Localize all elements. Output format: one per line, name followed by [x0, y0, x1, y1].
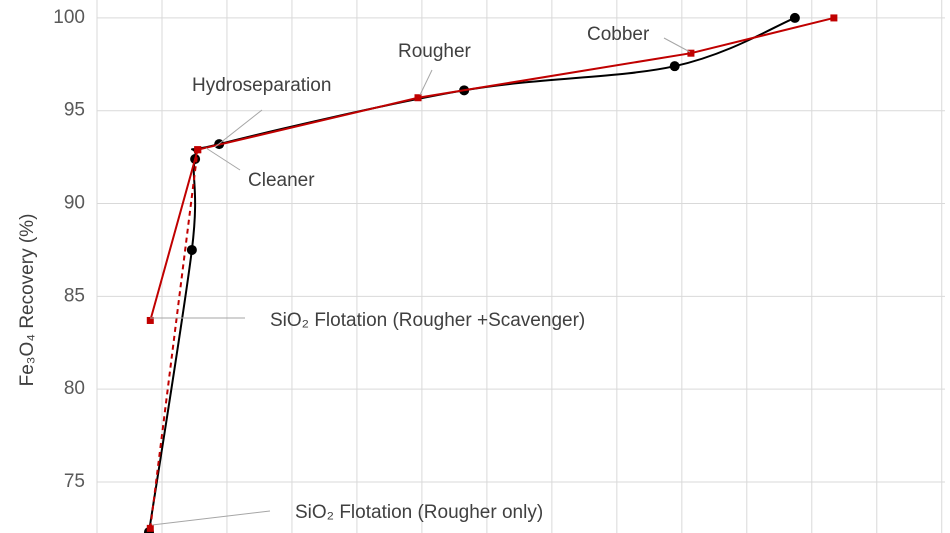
leader-line: [214, 109, 263, 148]
point-marker: [669, 61, 680, 72]
y-tick-label: 75: [64, 471, 85, 492]
leader-line: [205, 147, 241, 171]
annotation: Rougher: [398, 41, 472, 62]
point-marker: [414, 94, 422, 102]
leader-line: [419, 69, 433, 96]
annotation: Cobber: [587, 24, 650, 45]
annotation: SiO₂ Flotation (Rougher +Scavenger): [270, 310, 585, 331]
plot-area: [143, 12, 838, 533]
point-marker: [687, 49, 695, 57]
annotation: Hydroseparation: [192, 75, 331, 96]
point-marker: [146, 316, 154, 324]
point-marker: [186, 244, 197, 255]
point-marker: [830, 14, 838, 22]
point-marker: [194, 146, 202, 154]
annotation: SiO₂ Flotation (Rougher only): [295, 502, 543, 523]
annotation: Cleaner: [248, 170, 315, 191]
leader-line: [663, 37, 691, 53]
y-tick-label: 100: [53, 7, 85, 28]
leader-line: [151, 510, 271, 526]
y-tick-label: 85: [64, 285, 85, 306]
y-tick-label: 95: [64, 100, 85, 121]
point-marker: [789, 12, 800, 23]
y-tick-label: 90: [64, 193, 85, 214]
y-tick-label: 80: [64, 378, 85, 399]
point-marker: [146, 524, 154, 532]
y-axis-label: Fe₃O₄ Recovery (%): [17, 214, 38, 387]
series-line: [149, 149, 199, 529]
